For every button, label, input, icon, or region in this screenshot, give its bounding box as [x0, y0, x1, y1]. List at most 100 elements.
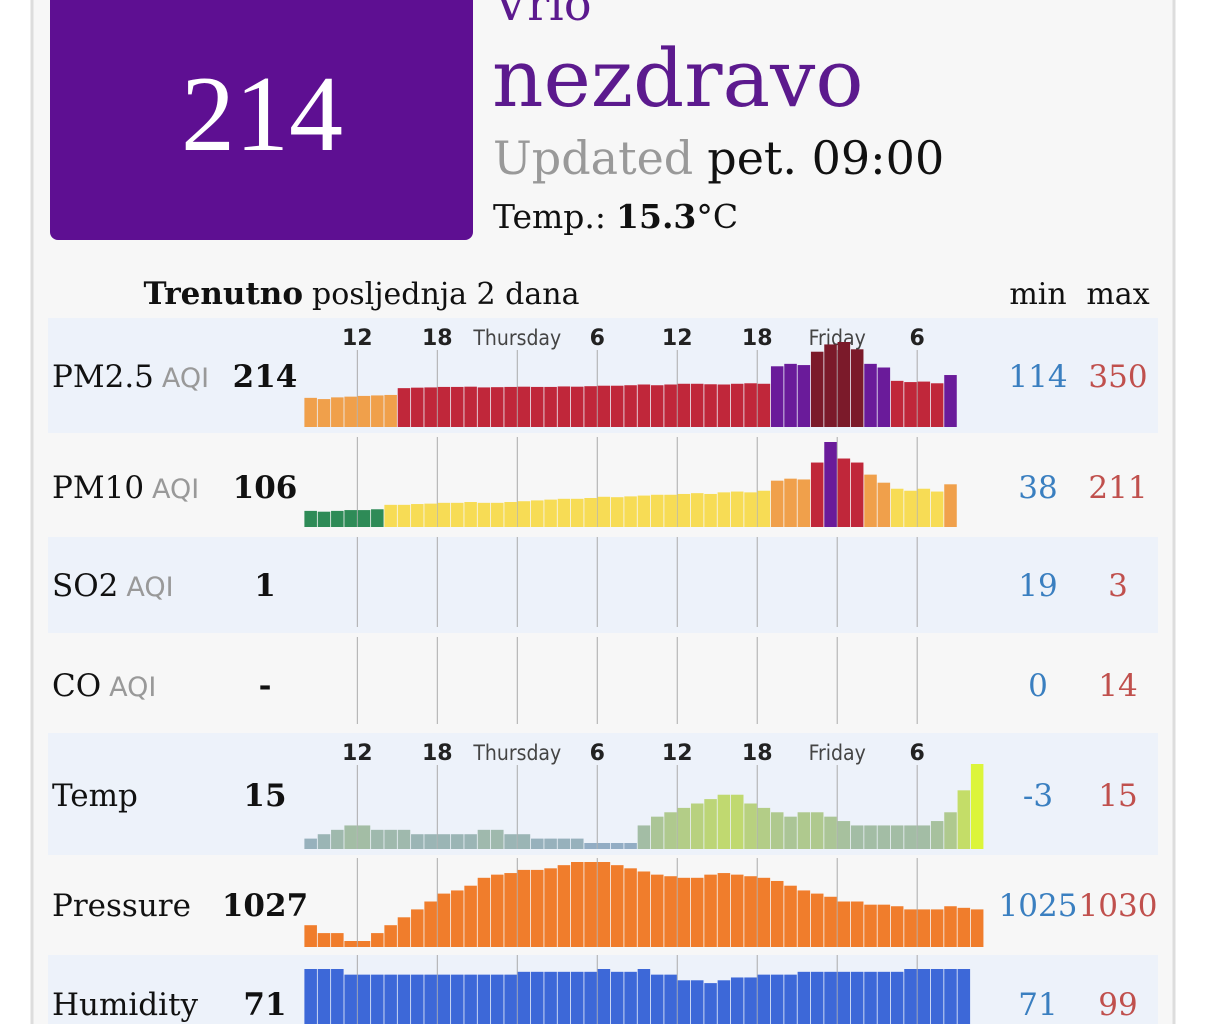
bar	[411, 387, 424, 427]
bar	[770, 880, 784, 947]
bar	[371, 829, 384, 849]
bar	[944, 969, 957, 1024]
bar	[770, 812, 784, 849]
bar	[477, 974, 491, 1024]
bar	[770, 366, 784, 427]
bar	[624, 385, 637, 427]
bar	[624, 971, 637, 1024]
bar	[504, 834, 517, 849]
bar	[597, 862, 611, 947]
bar	[464, 834, 477, 849]
row-label: Humidity	[52, 987, 199, 1023]
row-max: 3	[1108, 568, 1128, 604]
bar	[864, 363, 877, 427]
header-current: Trenutno	[144, 276, 303, 312]
time-tick-label: Thursday	[472, 741, 561, 765]
bar	[491, 387, 504, 427]
bar	[597, 969, 611, 1024]
bar	[784, 816, 797, 849]
bar	[544, 868, 557, 947]
bar	[690, 877, 704, 947]
bar	[890, 825, 904, 849]
row-name: CO	[52, 668, 101, 704]
bar	[744, 803, 757, 849]
bar	[850, 901, 864, 947]
temp: Temp.: 15.3°C	[493, 197, 738, 236]
bar	[704, 493, 717, 527]
bar	[744, 492, 757, 527]
bar	[877, 825, 891, 849]
bar	[637, 969, 651, 1024]
temp-label: Temp.:	[493, 197, 606, 236]
bar	[864, 474, 877, 527]
bar	[864, 825, 877, 849]
bar	[797, 971, 811, 1024]
row-current: 214	[233, 359, 298, 395]
bar	[451, 834, 464, 849]
bar	[437, 386, 451, 427]
bar	[437, 974, 451, 1024]
row-max: 1030	[1079, 888, 1158, 924]
bar	[890, 380, 904, 427]
bar	[584, 971, 597, 1024]
bar	[970, 909, 984, 947]
bar	[384, 925, 397, 947]
bar	[677, 980, 691, 1024]
time-tick-label: 6	[910, 741, 925, 766]
bar	[517, 501, 531, 527]
bar	[411, 504, 424, 527]
row-unit: AQI	[162, 363, 209, 394]
row-name: Temp	[52, 778, 138, 814]
time-tick-label: 12	[342, 326, 373, 351]
bar	[650, 385, 664, 427]
bar	[544, 838, 557, 849]
row-min: 0	[1028, 668, 1048, 704]
bar	[491, 502, 504, 527]
bar	[397, 829, 411, 849]
bar	[610, 865, 624, 947]
bar	[797, 890, 811, 947]
bar	[344, 825, 357, 849]
bar	[744, 977, 757, 1024]
row-current: 71	[243, 987, 286, 1023]
row-max: 15	[1098, 778, 1137, 814]
bar	[610, 971, 624, 1024]
bar	[917, 909, 931, 947]
bar	[957, 907, 971, 947]
bar	[504, 386, 517, 427]
row-min: -3	[1023, 778, 1053, 814]
header-min: min	[1009, 277, 1066, 312]
row-name: Humidity	[52, 987, 199, 1023]
time-tick-label: Thursday	[472, 326, 561, 350]
bar	[704, 799, 717, 849]
bar	[557, 386, 571, 427]
bar	[810, 893, 824, 947]
bar	[717, 794, 731, 849]
time-tick-label: 18	[422, 326, 453, 351]
row-min: 71	[1018, 987, 1057, 1023]
level: nezdravo	[492, 32, 864, 125]
row-min: 114	[1008, 359, 1067, 395]
bar	[824, 896, 837, 947]
row-label: PM2.5 AQI	[52, 359, 209, 395]
bar	[531, 386, 544, 427]
row-name: Pressure	[52, 888, 191, 924]
bar	[571, 971, 584, 1024]
bar	[864, 904, 877, 947]
bar	[877, 482, 891, 527]
bar	[917, 969, 931, 1024]
bar	[531, 869, 544, 947]
bar	[944, 375, 957, 427]
bar	[624, 496, 637, 527]
bar	[704, 983, 717, 1024]
bar	[917, 381, 931, 427]
bar	[717, 492, 731, 527]
bar	[344, 396, 357, 427]
bar	[357, 941, 371, 947]
bar	[344, 510, 357, 527]
aqi-value: 214	[181, 55, 343, 174]
bar	[424, 834, 437, 849]
bar	[584, 497, 597, 527]
bar	[637, 871, 651, 947]
